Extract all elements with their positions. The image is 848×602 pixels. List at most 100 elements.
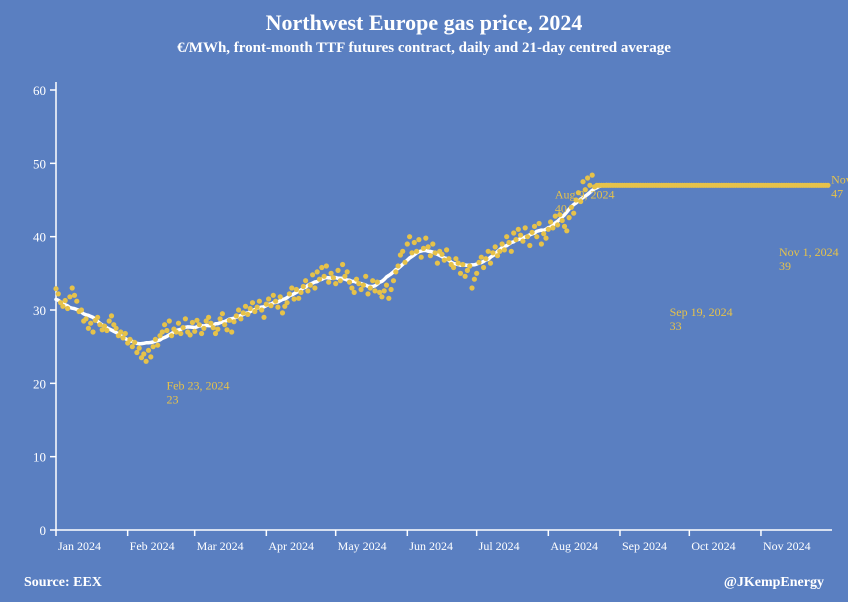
scatter-point	[483, 256, 488, 261]
scatter-point	[527, 243, 532, 248]
scatter-point	[555, 222, 560, 227]
x-tick-label: Jul 2024	[479, 539, 520, 553]
scatter-point	[500, 241, 505, 246]
scatter-point	[430, 241, 435, 246]
scatter-point	[174, 329, 179, 334]
scatter-point	[53, 286, 58, 291]
scatter-point	[102, 324, 107, 329]
scatter-point	[315, 269, 320, 274]
chart-subtitle: €/MWh, front-month TTF futures contract,…	[177, 40, 671, 56]
x-tick-label: Oct 2024	[691, 539, 735, 553]
scatter-point	[474, 271, 479, 276]
scatter-point	[453, 256, 458, 261]
scatter-point	[74, 299, 79, 304]
scatter-point	[137, 346, 142, 351]
scatter-point	[537, 221, 542, 226]
scatter-point	[303, 278, 308, 283]
scatter-point	[312, 285, 317, 290]
scatter-point	[164, 328, 169, 333]
y-tick-label: 30	[33, 303, 46, 318]
scatter-point	[319, 265, 324, 270]
scatter-point	[181, 325, 186, 330]
source-label: Source: EEX	[24, 575, 102, 590]
scatter-point	[222, 322, 227, 327]
scatter-point	[569, 205, 574, 210]
scatter-point	[86, 326, 91, 331]
scatter-point	[120, 335, 125, 340]
scatter-point	[310, 272, 315, 277]
scatter-point	[130, 344, 135, 349]
x-tick-label: Mar 2024	[197, 539, 244, 553]
scatter-point	[118, 329, 123, 334]
scatter-point	[67, 294, 72, 299]
scatter-point	[548, 219, 553, 224]
scatter-point	[412, 240, 417, 245]
scatter-point	[550, 225, 555, 230]
scatter-point	[458, 271, 463, 276]
y-tick-label: 60	[33, 83, 46, 98]
scatter-point	[178, 331, 183, 336]
scatter-point	[287, 291, 292, 296]
scatter-point	[88, 321, 93, 326]
scatter-point	[504, 234, 509, 239]
scatter-point	[227, 318, 232, 323]
scatter-point	[259, 307, 264, 312]
scatter-point	[361, 283, 366, 288]
y-tick-label: 20	[33, 376, 46, 391]
scatter-point	[141, 351, 146, 356]
scatter-point	[298, 290, 303, 295]
scatter-point	[275, 305, 280, 310]
scatter-point	[90, 329, 95, 334]
scatter-point	[377, 290, 382, 295]
scatter-point	[155, 343, 160, 348]
scatter-point	[396, 263, 401, 268]
scatter-point	[571, 211, 576, 216]
y-tick-label: 10	[33, 450, 46, 465]
scatter-point	[301, 284, 306, 289]
scatter-point	[825, 183, 830, 188]
scatter-point	[354, 277, 359, 282]
scatter-point	[285, 300, 290, 305]
scatter-point	[488, 261, 493, 266]
scatter-point	[107, 318, 112, 323]
scatter-point	[72, 293, 77, 298]
scatter-point	[252, 309, 257, 314]
scatter-point	[486, 249, 491, 254]
scatter-point	[268, 303, 273, 308]
scatter-point	[421, 246, 426, 251]
scatter-point	[428, 253, 433, 258]
x-tick-label: Jun 2024	[409, 539, 453, 553]
scatter-point	[368, 285, 373, 290]
scatter-point	[463, 274, 468, 279]
scatter-point	[70, 285, 75, 290]
scatter-point	[359, 287, 364, 292]
scatter-point	[333, 281, 338, 286]
scatter-point	[215, 327, 220, 332]
scatter-point	[194, 318, 199, 323]
scatter-point	[183, 316, 188, 321]
scatter-point	[211, 325, 216, 330]
scatter-point	[435, 261, 440, 266]
scatter-point	[476, 260, 481, 265]
scatter-point	[278, 294, 283, 299]
scatter-point	[523, 225, 528, 230]
scatter-point	[393, 269, 398, 274]
scatter-point	[190, 320, 195, 325]
scatter-point	[151, 344, 156, 349]
scatter-point	[467, 263, 472, 268]
scatter-point	[356, 281, 361, 286]
scatter-point	[176, 321, 181, 326]
scatter-point	[402, 260, 407, 265]
scatter-point	[280, 310, 285, 315]
scatter-point	[511, 230, 516, 235]
scatter-point	[241, 310, 246, 315]
scatter-point	[331, 275, 336, 280]
scatter-point	[296, 296, 301, 301]
scatter-point	[250, 300, 255, 305]
scatter-point	[502, 247, 507, 252]
scatter-point	[423, 236, 428, 241]
scatter-point	[123, 331, 128, 336]
x-tick-label: May 2024	[338, 539, 387, 553]
scatter-point	[439, 252, 444, 257]
scatter-point	[363, 274, 368, 279]
